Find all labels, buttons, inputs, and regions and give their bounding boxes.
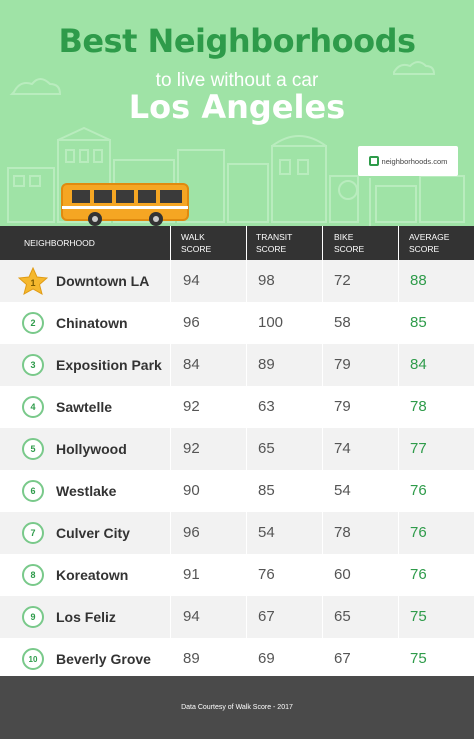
col-average-score: AVERAGE SCORE <box>409 232 450 254</box>
city-title: Los Angeles <box>128 88 346 126</box>
col-bike-score: BIKE SCORE <box>334 232 365 254</box>
neighborhood-name: Chinatown <box>56 315 128 331</box>
bike-score: 60 <box>334 566 351 583</box>
average-score: 75 <box>410 608 427 625</box>
walk-score: 91 <box>183 566 200 583</box>
rank-badge: 7 <box>22 522 44 544</box>
transit-score: 69 <box>258 650 275 667</box>
transit-score: 76 <box>258 566 275 583</box>
neighborhood-name: Sawtelle <box>56 399 113 415</box>
table-row: 1 Downtown LA 94 98 72 88 <box>0 260 474 302</box>
table-row: 2 Chinatown 96 100 58 85 <box>0 302 474 344</box>
average-score: 85 <box>410 314 427 331</box>
bike-score: 74 <box>334 440 351 457</box>
walk-score: 90 <box>183 482 200 499</box>
average-score: 77 <box>410 440 427 457</box>
walk-score: 89 <box>183 650 200 667</box>
transit-score: 67 <box>258 608 275 625</box>
walk-score: 94 <box>183 608 200 625</box>
column-divider <box>170 226 171 676</box>
table-row: 10 Beverly Grove 89 69 67 75 <box>0 638 474 680</box>
bus-icon <box>61 183 189 226</box>
rank-number: 1 <box>30 278 35 288</box>
star-rank-icon: 1 <box>18 267 48 295</box>
average-score: 76 <box>410 524 427 541</box>
col-walk-score: WALK SCORE <box>181 232 212 254</box>
rank-badge: 2 <box>22 312 44 334</box>
transit-score: 65 <box>258 440 275 457</box>
column-divider <box>398 226 399 676</box>
transit-score: 63 <box>258 398 275 415</box>
walk-score: 92 <box>183 398 200 415</box>
neighborhood-name: Culver City <box>56 525 130 541</box>
neighborhood-name: Koreatown <box>56 567 129 583</box>
city-skyline-illustration <box>7 61 465 226</box>
cloud-icon <box>393 61 436 75</box>
average-score: 75 <box>410 650 427 667</box>
average-score: 76 <box>410 482 427 499</box>
average-score: 78 <box>410 398 427 415</box>
average-score: 84 <box>410 356 427 373</box>
neighborhood-name: Los Feliz <box>56 609 116 625</box>
neighborhood-name: Westlake <box>56 483 117 499</box>
transit-score: 85 <box>258 482 275 499</box>
table-row: 3 Exposition Park 84 89 79 84 <box>0 344 474 386</box>
transit-score: 100 <box>258 314 284 331</box>
neighborhood-name: Exposition Park <box>56 357 162 373</box>
table-row: 9 Los Feliz 94 67 65 75 <box>0 596 474 638</box>
rank-badge: 6 <box>22 480 44 502</box>
bike-score: 79 <box>334 356 351 373</box>
rank-badge: 9 <box>22 606 44 628</box>
transit-score: 98 <box>258 272 275 289</box>
bike-score: 78 <box>334 524 351 541</box>
table-header: NEIGHBORHOOD WALK SCORE TRANSIT SCORE BIKE… <box>0 226 474 260</box>
brand-logo: neighborhoods.com <box>358 146 458 176</box>
col-transit-score: TRANSIT SCORE <box>256 232 293 254</box>
bike-score: 72 <box>334 272 351 289</box>
cloud-icon <box>9 78 62 95</box>
bike-score: 65 <box>334 608 351 625</box>
brand-mark-icon <box>368 156 379 166</box>
brand-name: neighborhoods.com <box>381 156 448 166</box>
neighborhood-name: Downtown LA <box>56 273 150 289</box>
walk-score: 96 <box>183 524 200 541</box>
average-score: 76 <box>410 566 427 583</box>
table-row: 7 Culver City 96 54 78 76 <box>0 512 474 554</box>
table-row: 8 Koreatown 91 76 60 76 <box>0 554 474 596</box>
page-title: Best Neighborhoods <box>58 22 416 60</box>
bike-score: 67 <box>334 650 351 667</box>
walk-score: 92 <box>183 440 200 457</box>
table-row: 4 Sawtelle 92 63 79 78 <box>0 386 474 428</box>
neighborhood-name: Hollywood <box>56 441 127 457</box>
column-divider <box>322 226 323 676</box>
bike-score: 54 <box>334 482 351 499</box>
page-subtitle: to live without a car <box>155 70 319 91</box>
table-row: 6 Westlake 90 85 54 76 <box>0 470 474 512</box>
transit-score: 89 <box>258 356 275 373</box>
walk-score: 94 <box>183 272 200 289</box>
rank-badge: 5 <box>22 438 44 460</box>
bike-score: 58 <box>334 314 351 331</box>
column-divider <box>246 226 247 676</box>
walk-score: 84 <box>183 356 200 373</box>
neighborhood-name: Beverly Grove <box>56 651 151 667</box>
walk-score: 96 <box>183 314 200 331</box>
hero-banner: Best Neighborhoods to live without a car… <box>0 0 474 226</box>
table-row: 5 Hollywood 92 65 74 77 <box>0 428 474 470</box>
rank-badge: 8 <box>22 564 44 586</box>
rank-badge: 4 <box>22 396 44 418</box>
rank-badge: 10 <box>22 648 44 670</box>
neighborhood-table: 1 Downtown LA 94 98 72 88 2 Chinatown 96… <box>0 260 474 680</box>
transit-score: 54 <box>258 524 275 541</box>
rank-badge: 3 <box>22 354 44 376</box>
average-score: 88 <box>410 272 427 289</box>
col-neighborhood: NEIGHBORHOOD <box>24 238 95 248</box>
bike-score: 79 <box>334 398 351 415</box>
footer-credit: Data Courtesy of Walk Score - 2017 <box>0 676 474 739</box>
